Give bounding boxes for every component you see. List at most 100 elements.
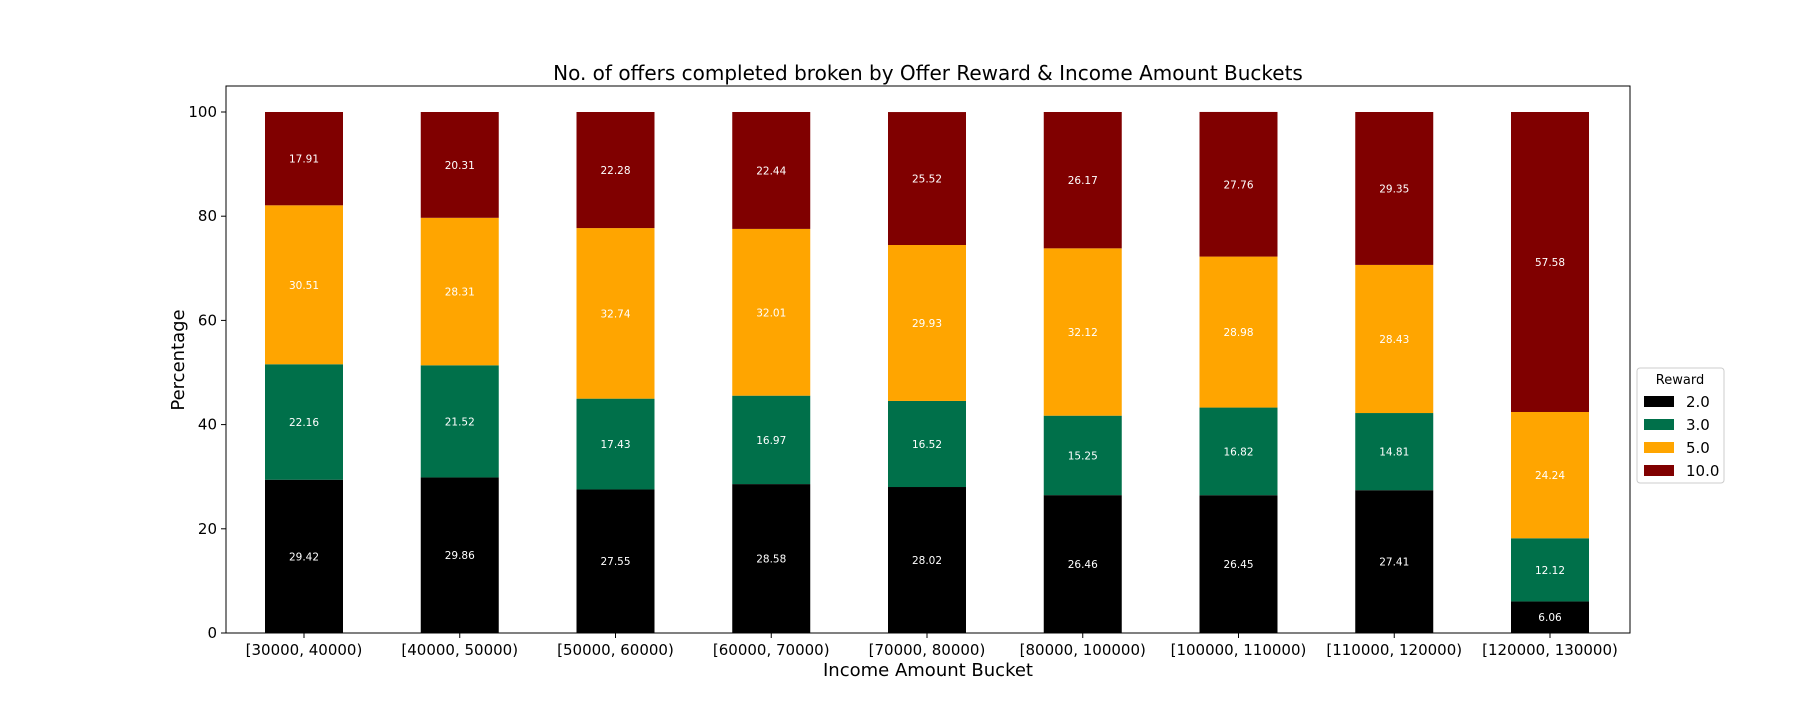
data-label-4-series-3: 32.01 [756,307,786,319]
x-tick-label: [60000, 70000) [713,641,830,659]
y-tick-label: 20 [198,520,217,538]
x-tick-label: [40000, 50000) [401,641,518,659]
bar-segment-4-series-4 [732,112,811,229]
bar-segment-2-series-2 [420,365,499,478]
bar-segment-2-series-1 [420,477,499,633]
bar-segment-1-series-1 [265,479,343,633]
bar-segment-6-series-3 [1043,248,1122,416]
bar-segment-9-series-3 [1511,411,1589,539]
data-label-6-series-1: 26.46 [1068,559,1098,571]
data-label-9-series-2: 12.12 [1535,565,1565,577]
data-label-9-series-4: 57.58 [1535,257,1565,269]
bar-segment-6-series-2 [1043,415,1122,496]
bar-segment-8-series-3 [1355,264,1434,414]
chart-title: No. of offers completed broken by Offer … [553,61,1303,85]
bar-segment-7-series-3 [1199,256,1278,408]
bar-segment-8-series-4 [1355,112,1434,265]
bar-segment-5-series-4 [888,112,966,246]
y-tick-label: 80 [198,207,217,225]
bar-segment-6-series-4 [1043,112,1122,249]
legend-title: Reward [1656,373,1704,388]
legend-entry-2: 3.0 [1686,416,1710,434]
x-tick-label: [100000, 110000) [1171,641,1307,659]
bar-segment-4-series-1 [732,484,811,633]
bar-segment-2-series-4 [420,112,499,218]
bar-segment-7-series-2 [1199,407,1278,496]
legend-swatch-4 [1644,465,1674,476]
bar-segment-4-series-2 [732,395,811,485]
data-label-7-series-4: 27.76 [1223,179,1253,191]
x-axis: [30000, 40000) [40000, 50000) [50000, 6000… [246,633,1618,659]
data-label-7-series-2: 16.82 [1223,446,1253,458]
bar-segment-3-series-3 [576,228,655,399]
bar-segment-6-series-1 [1043,495,1122,633]
data-label-7-series-1: 26.45 [1223,559,1253,571]
data-label-2-series-2: 21.52 [445,416,475,428]
legend-swatch-3 [1644,442,1674,453]
x-tick-label: [30000, 40000) [246,641,363,659]
bar-segment-1-series-3 [265,205,343,365]
bar-segment-3-series-4 [576,112,655,229]
bar-segment-8-series-2 [1355,413,1434,491]
data-label-8-series-3: 28.43 [1379,334,1409,346]
data-label-8-series-1: 27.41 [1379,557,1409,569]
bar-segment-2-series-3 [420,217,499,366]
bar-segment-9-series-4 [1511,112,1589,412]
data-label-8-series-4: 29.35 [1379,183,1409,195]
bars-group: 29.42 22.16 30.51 17.91 29.86 21.52 28.31 20.31… [265,111,1589,633]
data-label-2-series-3: 28.31 [445,287,475,299]
legend-entry-1: 2.0 [1686,393,1710,411]
data-label-3-series-1: 27.55 [600,556,630,568]
data-label-5-series-2: 16.52 [912,439,942,451]
bar-segment-5-series-1 [888,487,966,633]
data-label-1-series-2: 22.16 [289,417,319,429]
y-axis-label: Percentage [168,309,189,410]
bar-segment-3-series-2 [576,398,655,490]
data-label-8-series-2: 14.81 [1379,447,1409,459]
bar-segment-9-series-2 [1511,538,1589,602]
data-label-4-series-4: 22.44 [756,165,786,177]
data-label-1-series-3: 30.51 [289,280,319,292]
data-label-1-series-4: 17.91 [289,154,319,166]
x-tick-label: [70000, 80000) [869,641,986,659]
data-label-9-series-3: 24.24 [1535,470,1565,482]
legend-swatch-1 [1644,396,1674,407]
data-label-5-series-3: 29.93 [912,318,942,330]
data-label-1-series-1: 29.42 [289,551,319,563]
data-label-9-series-1: 6.06 [1538,612,1562,624]
y-tick-label: 0 [207,624,217,642]
data-label-4-series-1: 28.58 [756,554,786,566]
bar-segment-7-series-1 [1199,495,1278,633]
bar-segment-7-series-4 [1199,111,1278,257]
x-axis-label: Income Amount Bucket [823,660,1033,681]
data-label-7-series-3: 28.98 [1223,327,1253,339]
legend-swatch-2 [1644,419,1674,430]
data-label-2-series-1: 29.86 [445,550,475,562]
data-label-3-series-4: 22.28 [600,165,630,177]
x-tick-label: [50000, 60000) [557,641,674,659]
data-label-6-series-2: 15.25 [1068,450,1098,462]
y-tick-label: 100 [188,103,217,121]
x-tick-label: [80000, 100000) [1020,641,1146,659]
data-label-4-series-2: 16.97 [756,435,786,447]
data-label-3-series-2: 17.43 [600,439,630,451]
data-label-3-series-3: 32.74 [600,308,630,320]
data-label-6-series-4: 26.17 [1068,175,1098,187]
bar-segment-5-series-2 [888,400,966,488]
y-tick-label: 60 [198,311,217,329]
x-tick-label: [120000, 130000) [1482,641,1618,659]
legend: Reward 2.0 3.0 5.0 10.0 [1636,367,1725,484]
bar-segment-8-series-1 [1355,490,1434,633]
bar-segment-3-series-1 [576,489,655,633]
y-axis: 0 20 40 60 80 100 [188,103,226,642]
bar-segment-5-series-3 [888,245,966,401]
bar-segment-9-series-1 [1511,601,1589,633]
bar-segment-1-series-4 [265,112,343,206]
bar-segment-1-series-2 [265,364,343,480]
data-label-2-series-4: 20.31 [445,160,475,172]
data-label-6-series-3: 32.12 [1068,327,1098,339]
legend-entry-3: 5.0 [1686,439,1710,457]
x-tick-label: [110000, 120000) [1326,641,1462,659]
legend-entry-4: 10.0 [1686,462,1719,480]
